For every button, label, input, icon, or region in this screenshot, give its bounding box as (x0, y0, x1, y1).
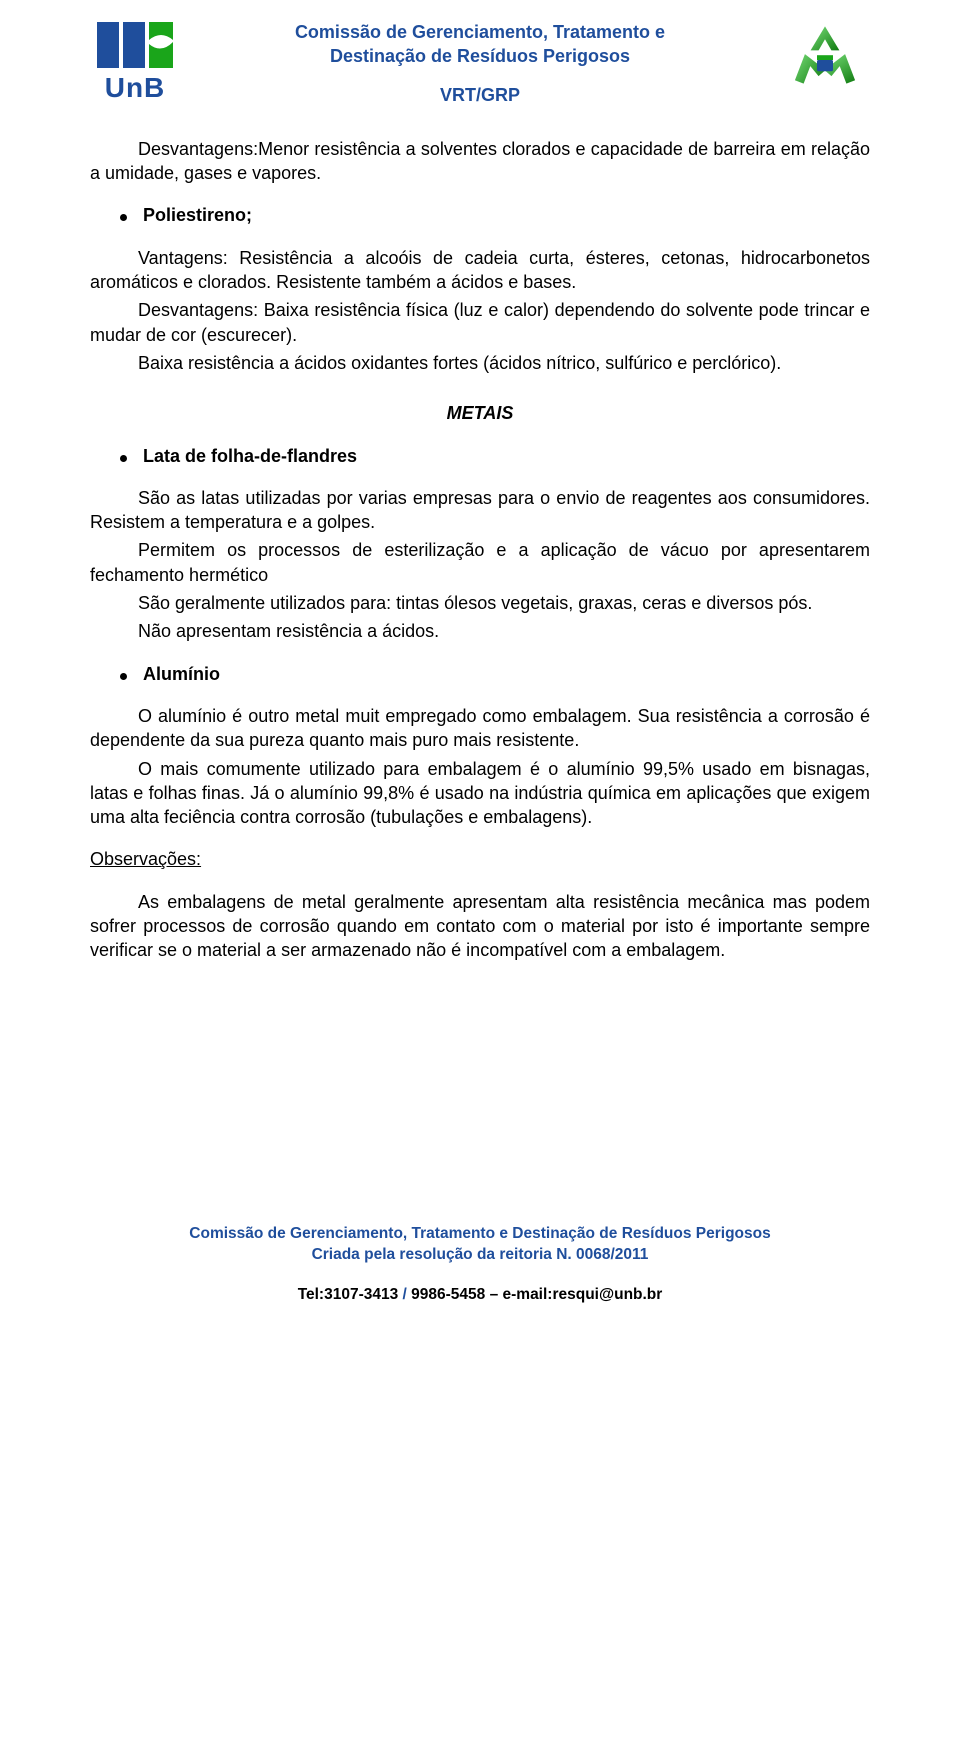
footer-contact: Tel:3107-3413 / 9986-5458 – e-mail:resqu… (90, 1284, 870, 1306)
paragraph: As embalagens de metal geralmente aprese… (90, 890, 870, 963)
footer-line2: Criada pela resolução da reitoria N. 006… (90, 1244, 870, 1266)
paragraph-block: São as latas utilizadas por varias empre… (90, 486, 870, 644)
footer-line1: Comissão de Gerenciamento, Tratamento e … (90, 1223, 870, 1245)
footer-tel2: 9986-5458 (411, 1286, 485, 1303)
paragraph: Permitem os processos de esterilização e… (90, 538, 870, 587)
paragraph: Desvantagens:Menor resistência a solvent… (90, 137, 870, 186)
header-line1: Comissão de Gerenciamento, Tratamento e (190, 20, 770, 44)
unb-logo-icon (95, 20, 175, 70)
unb-text: UnB (105, 72, 166, 104)
paragraph: O mais comumente utilizado para embalage… (90, 757, 870, 830)
observations-text: Observações: (90, 849, 201, 869)
page-footer: Comissão de Gerenciamento, Tratamento e … (90, 1223, 870, 1306)
document-page: UnB Comissão de Gerenciamento, Tratament… (0, 0, 960, 1346)
paragraph: Vantagens: Resistência a alcoóis de cade… (90, 246, 870, 295)
footer-email: resqui@unb.br (552, 1286, 662, 1303)
section-title-metais: METAIS (90, 401, 870, 425)
header-logo-left: UnB (90, 20, 180, 104)
paragraph-block: Vantagens: Resistência a alcoóis de cade… (90, 246, 870, 375)
footer-sep: / (398, 1286, 411, 1303)
bullet-poliestireno: Poliestireno; (120, 203, 870, 227)
document-body: Desvantagens:Menor resistência a solvent… (90, 137, 870, 963)
paragraph: O alumínio é outro metal muit empregado … (90, 704, 870, 753)
paragraph: Não apresentam resistência a ácidos. (90, 619, 870, 643)
bullet-icon (120, 455, 127, 462)
recycle-icon (785, 20, 865, 100)
header-line2: Destinação de Resíduos Perigosos (190, 44, 770, 68)
paragraph: São as latas utilizadas por varias empre… (90, 486, 870, 535)
paragraph: Baixa resistência a ácidos oxidantes for… (90, 351, 870, 375)
header-logo-right (780, 20, 870, 100)
paragraph-block: O alumínio é outro metal muit empregado … (90, 704, 870, 829)
footer-tel-prefix: Tel: (298, 1286, 324, 1303)
bullet-label: Lata de folha-de-flandres (143, 444, 357, 468)
paragraph: São geralmente utilizados para: tintas ó… (90, 591, 870, 615)
observations-label: Observações: (90, 847, 870, 871)
bullet-aluminio: Alumínio (120, 662, 870, 686)
bullet-label: Alumínio (143, 662, 220, 686)
footer-tel1: 3107-3413 (324, 1286, 398, 1303)
bullet-label: Poliestireno; (143, 203, 252, 227)
bullet-icon (120, 673, 127, 680)
bullet-lata: Lata de folha-de-flandres (120, 444, 870, 468)
paragraph-block: As embalagens de metal geralmente aprese… (90, 890, 870, 963)
header-sub: VRT/GRP (190, 83, 770, 107)
page-header: UnB Comissão de Gerenciamento, Tratament… (90, 20, 870, 107)
footer-email-sep: – (485, 1286, 502, 1303)
header-title: Comissão de Gerenciamento, Tratamento e … (180, 20, 780, 107)
paragraph: Desvantagens: Baixa resistência física (… (90, 298, 870, 347)
bullet-icon (120, 214, 127, 221)
footer-email-label: e-mail: (503, 1286, 553, 1303)
